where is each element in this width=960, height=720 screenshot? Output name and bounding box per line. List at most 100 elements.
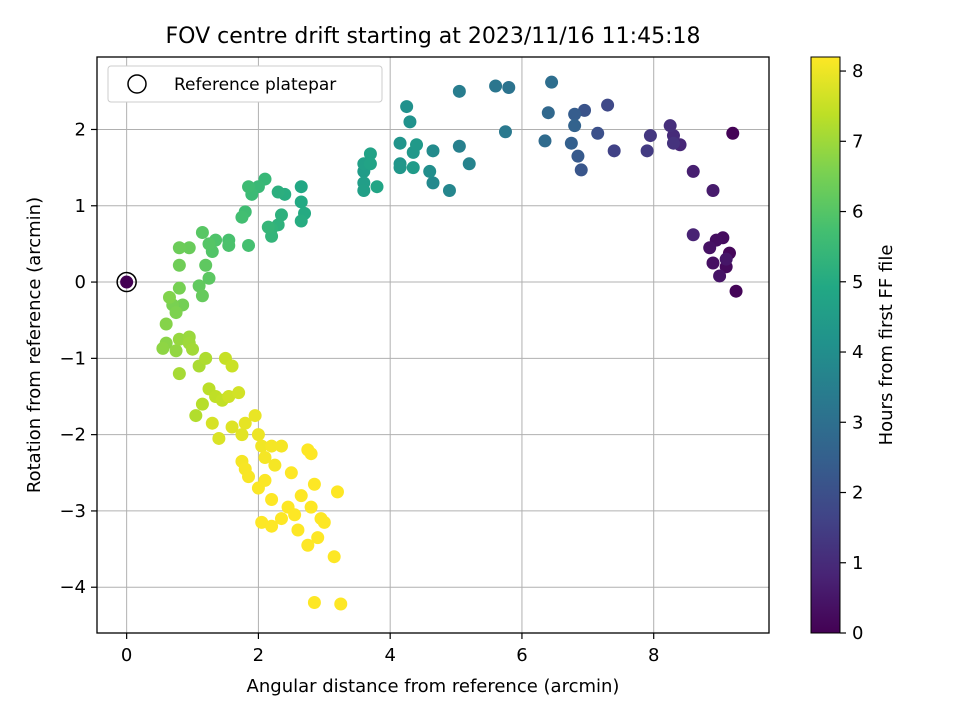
data-point [294,489,308,503]
data-point [713,269,727,283]
data-point [489,79,503,93]
data-point [400,100,414,114]
colorbar-tick-label: 3 [852,412,863,433]
colorbar-tick-label: 4 [852,342,863,363]
data-point [686,164,700,178]
legend-marker-icon [127,74,147,94]
x-tick-label: 6 [516,645,527,666]
data-point [571,149,585,163]
data-point [199,258,213,272]
legend-box [107,65,383,103]
data-point [538,134,552,148]
plot-frame [96,56,770,634]
data-point [294,180,308,194]
data-point [423,164,437,178]
data-point [242,238,256,252]
data-point [406,161,420,175]
data-point [274,512,288,526]
data-point [242,180,256,194]
data-point [274,439,288,453]
data-point [357,184,371,198]
data-point [317,515,331,529]
data-point [706,256,720,270]
data-point [212,431,226,445]
data-point [643,129,657,143]
x-tick-label: 0 [121,645,132,666]
data-point [462,157,476,171]
y-tick-label: 0 [75,272,86,293]
data-point [393,161,407,175]
data-point [568,119,582,133]
data-point [452,84,466,98]
colorbar-tick-label: 1 [852,553,863,574]
data-point [248,409,262,423]
y-tick-label: −2 [59,425,86,446]
data-point [258,473,272,487]
y-tick-label: −4 [59,577,86,598]
data-point [703,241,717,255]
data-point [195,289,209,303]
data-point [195,397,209,411]
data-point [225,359,239,373]
colorbar-tick-label: 0 [852,623,863,644]
data-point [370,180,384,194]
colorbar-tick-label: 5 [852,272,863,293]
data-point [564,136,578,150]
data-point [640,144,654,158]
data-point [172,367,186,381]
data-point [578,103,592,117]
data-point [255,515,269,529]
data-point [363,147,377,161]
data-point [311,531,325,545]
data-point [541,106,555,120]
legend-label: Reference platepar [174,75,336,95]
data-point [666,136,680,150]
data-point [258,451,272,465]
data-point [301,538,315,552]
data-point [222,238,236,252]
y-tick-label: 2 [75,119,86,140]
colorbar-ticks: 0 1 2 3 4 5 6 7 8 [840,61,863,644]
data-point [169,344,183,358]
colorbar-tick-label: 7 [852,131,863,152]
data-point [284,466,298,480]
data-point [334,597,348,611]
colorbar-tick-label: 2 [852,483,863,504]
data-point [686,228,700,242]
data-point [225,420,239,434]
colorbar-tick-label: 6 [852,202,863,223]
data-point [288,508,302,522]
data-point [255,439,269,453]
x-tick-label: 4 [384,645,395,666]
data-point [294,195,308,209]
colorbar-gradient [810,56,841,634]
reference-platepar-marker [116,271,137,293]
y-axis-label: Rotation from reference (arcmin) [24,197,45,493]
data-point [186,342,200,356]
data-point [363,157,377,171]
data-point [291,523,305,537]
x-tick-label: 8 [648,645,659,666]
grid [97,57,769,633]
scatter-points [116,75,743,611]
data-point [442,184,456,198]
x-axis-label: Angular distance from reference (arcmin) [247,676,620,697]
data-point [426,176,440,190]
data-point [574,163,588,177]
data-point [192,279,206,293]
data-point [268,458,282,472]
y-tick-label: −3 [59,501,86,522]
data-point [235,428,249,442]
data-point [502,81,516,95]
data-point [304,447,318,461]
chart-title: FOV centre drift starting at 2023/11/16 … [166,24,701,49]
data-point [172,258,186,272]
data-point [663,119,677,133]
colorbar-tick-label: 8 [852,61,863,82]
data-point [307,595,321,609]
data-point [426,144,440,158]
data-point [274,208,288,222]
data-point [202,237,216,251]
data-point [601,98,615,112]
